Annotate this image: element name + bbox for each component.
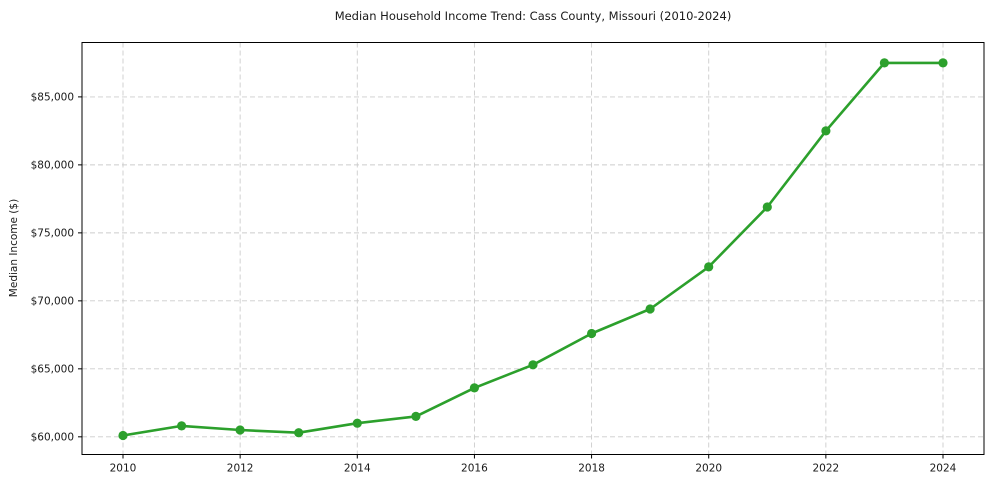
y-tick-label: $75,000 <box>31 227 74 239</box>
data-point <box>235 425 245 435</box>
data-point <box>469 383 479 393</box>
y-tick-label: $65,000 <box>31 363 74 375</box>
data-point <box>821 126 831 136</box>
data-point <box>587 328 597 339</box>
y-tick-label: $80,000 <box>31 159 74 171</box>
x-tick-label: 2020 <box>695 463 722 475</box>
data-point <box>177 421 187 431</box>
x-tick-label: 2016 <box>461 463 488 475</box>
data-point <box>528 360 538 370</box>
x-tick-label: 2014 <box>344 463 371 475</box>
y-tick-label: $85,000 <box>31 91 74 103</box>
plot-border <box>81 42 985 455</box>
income-trend-line <box>121 61 945 437</box>
x-tick-label: 2018 <box>578 463 605 475</box>
data-point <box>411 411 421 421</box>
x-tick-label: 2012 <box>227 463 254 475</box>
data-point <box>704 262 714 272</box>
data-point <box>762 202 772 212</box>
data-point <box>118 430 128 441</box>
data-point <box>938 58 948 68</box>
data-point <box>879 58 890 68</box>
y-tick-label: $70,000 <box>31 295 74 307</box>
data-point <box>645 304 655 314</box>
chart-title: Median Household Income Trend: Cass Coun… <box>334 9 732 23</box>
x-tick-label: 2022 <box>812 463 839 475</box>
y-tick-label: $60,000 <box>31 431 74 443</box>
data-point <box>352 418 362 428</box>
data-point <box>294 428 304 438</box>
x-tick-label: 2024 <box>930 463 957 475</box>
x-tick-label: 2010 <box>110 463 137 475</box>
